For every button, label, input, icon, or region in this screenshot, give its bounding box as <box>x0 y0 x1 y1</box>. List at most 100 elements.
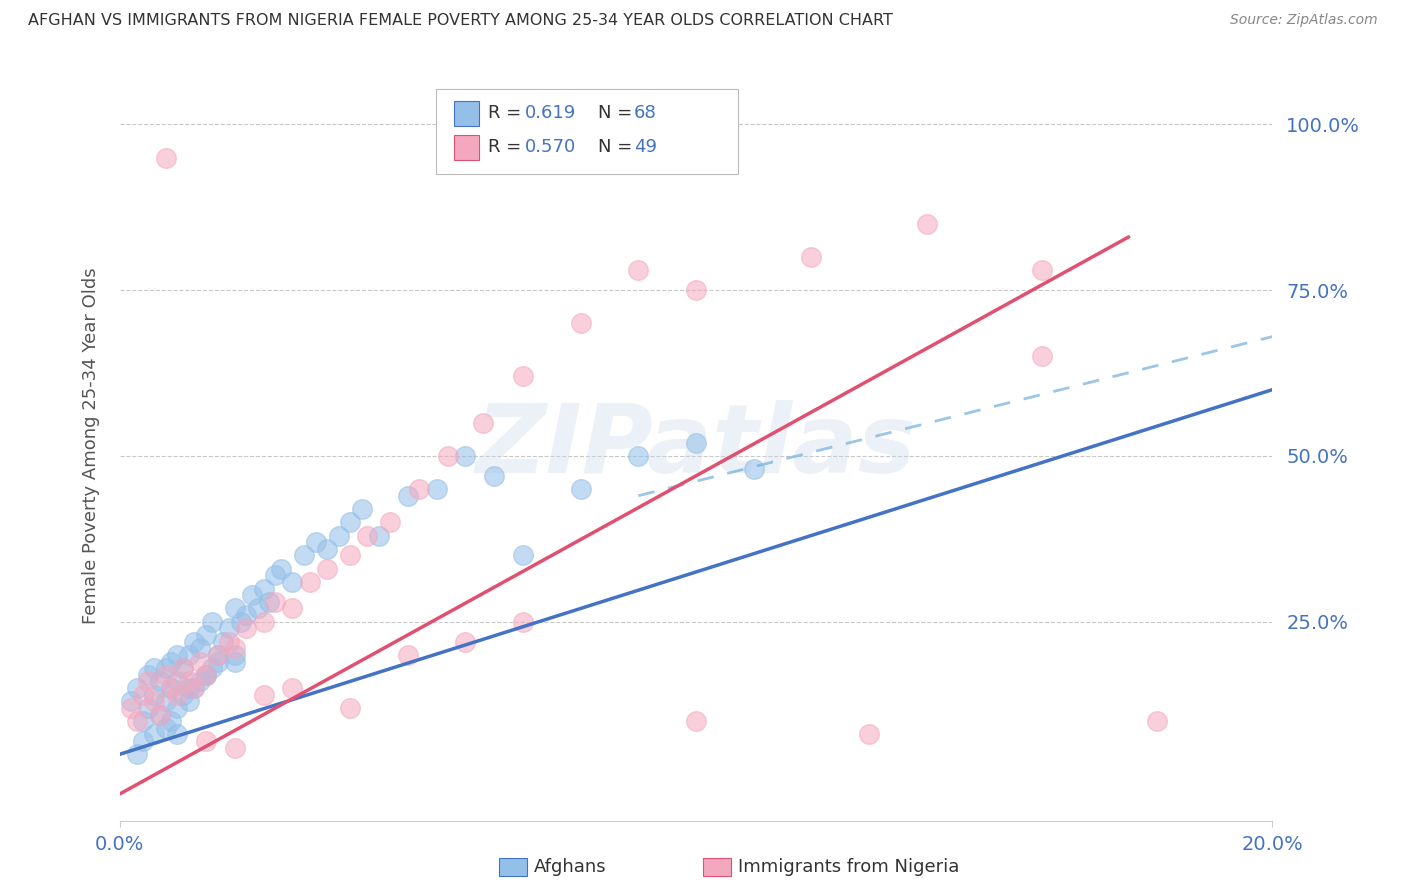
Point <box>627 449 650 463</box>
Point <box>281 574 304 589</box>
Point <box>627 263 650 277</box>
Point <box>194 667 217 681</box>
Point <box>149 707 172 722</box>
Text: 0.570: 0.570 <box>524 138 575 156</box>
Text: N =: N = <box>598 104 637 122</box>
Point <box>229 615 252 629</box>
Point <box>1031 350 1053 364</box>
Point <box>264 595 287 609</box>
Point <box>569 482 592 496</box>
Point <box>484 468 506 483</box>
Point <box>512 615 534 629</box>
Point <box>235 608 257 623</box>
Point <box>183 634 205 648</box>
Text: Afghans: Afghans <box>534 858 607 876</box>
Point <box>155 721 177 735</box>
Point <box>292 549 315 563</box>
Point <box>915 217 938 231</box>
Point <box>166 727 188 741</box>
Point <box>131 714 153 728</box>
Point <box>685 714 707 728</box>
Point <box>194 734 217 748</box>
Point <box>177 694 200 708</box>
Point <box>339 549 361 563</box>
Point <box>155 661 177 675</box>
Point <box>368 528 391 542</box>
Point <box>259 595 281 609</box>
Point <box>160 681 183 695</box>
Text: 49: 49 <box>634 138 657 156</box>
Text: AFGHAN VS IMMIGRANTS FROM NIGERIA FEMALE POVERTY AMONG 25-34 YEAR OLDS CORRELATI: AFGHAN VS IMMIGRANTS FROM NIGERIA FEMALE… <box>28 13 893 29</box>
Text: N =: N = <box>598 138 637 156</box>
Text: 68: 68 <box>634 104 657 122</box>
Point <box>125 747 148 762</box>
Point <box>328 528 350 542</box>
Point <box>408 482 430 496</box>
Point <box>138 667 160 681</box>
Point <box>218 621 240 635</box>
Point <box>246 601 269 615</box>
Point <box>138 701 160 715</box>
Point <box>569 316 592 330</box>
Text: Source: ZipAtlas.com: Source: ZipAtlas.com <box>1230 13 1378 28</box>
Point <box>316 541 339 556</box>
Point <box>207 648 229 662</box>
Point <box>143 688 166 702</box>
Point <box>131 734 153 748</box>
Point <box>188 655 211 669</box>
Point <box>380 515 402 529</box>
Point <box>224 655 246 669</box>
Point <box>120 701 142 715</box>
Point <box>339 701 361 715</box>
Point <box>160 714 183 728</box>
Text: R =: R = <box>488 104 527 122</box>
Point <box>120 694 142 708</box>
Point <box>143 694 166 708</box>
Point <box>224 648 246 662</box>
Point <box>512 369 534 384</box>
Point <box>339 515 361 529</box>
Point <box>253 582 276 596</box>
Point <box>396 489 419 503</box>
Text: Immigrants from Nigeria: Immigrants from Nigeria <box>738 858 959 876</box>
Point <box>155 667 177 681</box>
Point <box>172 688 194 702</box>
Point <box>240 588 263 602</box>
Point <box>454 449 477 463</box>
Point <box>685 283 707 297</box>
Point <box>143 661 166 675</box>
Point <box>471 416 494 430</box>
Point <box>207 655 229 669</box>
Point <box>1031 263 1053 277</box>
Point <box>454 634 477 648</box>
Point <box>425 482 447 496</box>
Point <box>264 568 287 582</box>
Point <box>188 674 211 689</box>
Point <box>212 634 235 648</box>
Point <box>160 681 183 695</box>
Point <box>166 674 188 689</box>
Point <box>149 674 172 689</box>
Point <box>194 667 217 681</box>
Y-axis label: Female Poverty Among 25-34 Year Olds: Female Poverty Among 25-34 Year Olds <box>82 268 100 624</box>
Point <box>356 528 378 542</box>
Point <box>143 727 166 741</box>
Point <box>224 601 246 615</box>
Point <box>253 615 276 629</box>
Text: 0.619: 0.619 <box>524 104 575 122</box>
Point <box>177 681 200 695</box>
Point <box>685 435 707 450</box>
Point <box>201 661 224 675</box>
Point <box>125 681 148 695</box>
Point <box>172 661 194 675</box>
Point <box>160 655 183 669</box>
Point <box>253 688 276 702</box>
Point <box>235 621 257 635</box>
Point <box>218 634 240 648</box>
Point <box>183 681 205 695</box>
Point <box>194 628 217 642</box>
Text: R =: R = <box>488 138 527 156</box>
Point <box>155 151 177 165</box>
Point <box>177 674 200 689</box>
Point <box>149 707 172 722</box>
